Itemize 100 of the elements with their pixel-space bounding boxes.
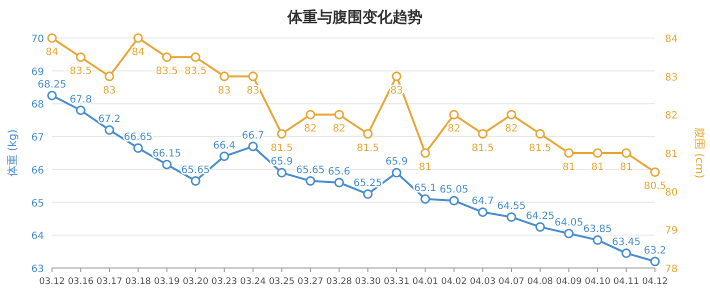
- data-label: 64.55: [497, 201, 526, 212]
- point: [219, 151, 230, 162]
- x-tick-label: 03.31: [384, 277, 410, 287]
- data-label: 66.65: [124, 132, 152, 144]
- data-label: 65.1: [414, 183, 436, 194]
- x-tick-label: 04.08: [527, 277, 554, 287]
- data-label: 67.8: [70, 94, 92, 106]
- data-label: 81: [620, 162, 633, 173]
- data-label: 66.4: [213, 140, 236, 152]
- y2-tick-label: 78: [665, 264, 678, 275]
- data-label: 83.5: [156, 66, 178, 78]
- x-tick-label: 03.27: [298, 277, 324, 287]
- data-label: 67.2: [98, 114, 121, 125]
- point: [535, 129, 545, 139]
- x-tick-label: 04.12: [642, 277, 668, 287]
- point: [47, 90, 57, 100]
- data-label: 65.6: [328, 166, 350, 178]
- y-tick-label: 69: [31, 66, 44, 78]
- x-tick-label: 03.16: [68, 277, 94, 287]
- data-label: 65.05: [440, 184, 468, 196]
- point: [592, 148, 602, 158]
- x-tick-label: 03.12: [39, 277, 65, 287]
- data-label: 65.25: [354, 178, 382, 190]
- point: [248, 142, 258, 152]
- point: [420, 194, 430, 204]
- x-tick-label: 03.18: [125, 277, 152, 287]
- data-label: 83: [218, 85, 231, 96]
- point: [276, 168, 287, 178]
- y-tick-label: 63: [31, 264, 44, 275]
- chart-title: 体重与腹围变化趋势: [286, 8, 422, 26]
- data-label: 65.65: [296, 164, 325, 176]
- point: [76, 52, 86, 62]
- point: [104, 72, 114, 82]
- point: [190, 52, 200, 62]
- y2-tick-label: 79: [665, 226, 678, 237]
- point: [621, 148, 632, 158]
- data-label: 81: [418, 162, 432, 173]
- x-tick-label: 03.28: [326, 277, 352, 287]
- x-tick-label: 04.02: [441, 277, 467, 287]
- point: [564, 148, 574, 158]
- point: [162, 52, 172, 62]
- data-label: 82: [304, 124, 317, 135]
- point: [248, 72, 258, 82]
- y-tick-label: 66: [31, 165, 44, 176]
- x-tick-label: 03.25: [268, 277, 295, 287]
- point: [392, 72, 402, 82]
- point: [104, 125, 114, 135]
- x-tick-label: 04.07: [498, 277, 524, 287]
- x-tick-label: 03.30: [354, 277, 382, 287]
- data-label: 63.45: [612, 237, 641, 248]
- data-label: 65.9: [270, 156, 293, 168]
- x-tick-label: 03.20: [182, 277, 209, 287]
- y2-axis-title: 腹围 (cm): [693, 128, 706, 178]
- point: [306, 176, 316, 186]
- data-label: 66.7: [242, 130, 264, 142]
- data-label: 64.7: [472, 196, 494, 208]
- y-axis-title: 体重 (kg): [6, 129, 19, 177]
- data-label: 63.2: [644, 245, 666, 256]
- x-tick-label: 03.23: [211, 277, 238, 287]
- point: [478, 129, 488, 139]
- data-label: 82: [332, 124, 346, 135]
- point: [363, 129, 373, 139]
- data-label: 83.5: [70, 66, 92, 78]
- data-label: 81.5: [356, 142, 379, 154]
- point: [449, 110, 459, 120]
- y2-tick-label: 83: [665, 72, 678, 84]
- y-tick-label: 67: [31, 132, 44, 144]
- x-tick-label: 04.09: [556, 277, 582, 287]
- point: [535, 222, 545, 232]
- data-label: 82: [505, 124, 518, 135]
- data-label: 68.25: [38, 80, 66, 90]
- point: [363, 189, 373, 199]
- data-label: 64.05: [554, 218, 584, 228]
- data-label: 63.85: [583, 224, 612, 236]
- point: [650, 167, 660, 177]
- y-tick-label: 70: [31, 34, 44, 45]
- point: [219, 72, 230, 82]
- point: [420, 148, 430, 158]
- y2-tick-label: 84: [665, 34, 678, 45]
- data-label: 82: [448, 124, 460, 135]
- point: [392, 168, 402, 178]
- y-tick-label: 64: [31, 231, 44, 242]
- point: [334, 110, 344, 120]
- data-label: 81.5: [529, 142, 552, 154]
- x-tick-label: 04.03: [470, 277, 496, 287]
- point: [334, 178, 344, 188]
- x-tick-label: 03.19: [154, 277, 180, 287]
- point: [506, 212, 516, 222]
- data-label: 81.5: [270, 142, 293, 154]
- point: [449, 196, 459, 206]
- data-label: 80.5: [644, 181, 666, 192]
- point: [650, 256, 660, 266]
- point: [276, 129, 287, 139]
- data-label: 83: [103, 85, 116, 96]
- data-label: 84: [46, 47, 58, 58]
- x-tick-label: 04.11: [613, 277, 640, 287]
- data-label: 81.5: [472, 142, 494, 154]
- point: [564, 228, 574, 238]
- y-tick-label: 65: [31, 198, 44, 210]
- x-tick-label: 03.24: [240, 277, 266, 287]
